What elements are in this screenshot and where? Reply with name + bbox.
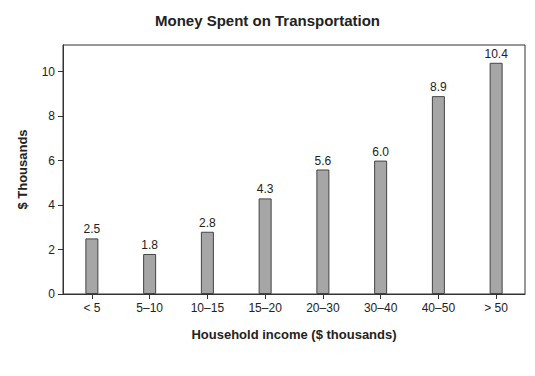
svg-text:5.6: 5.6	[315, 154, 332, 168]
svg-text:2: 2	[48, 243, 55, 257]
svg-text:8.9: 8.9	[430, 80, 447, 94]
svg-text:10.4: 10.4	[484, 47, 508, 61]
svg-text:6: 6	[48, 154, 55, 168]
svg-text:4: 4	[48, 198, 55, 212]
svg-text:5–10: 5–10	[136, 301, 163, 315]
svg-text:15–20: 15–20	[248, 301, 282, 315]
svg-text:0: 0	[48, 287, 55, 301]
svg-text:2.8: 2.8	[199, 216, 216, 230]
svg-text:6.0: 6.0	[372, 145, 389, 159]
svg-text:40–50: 40–50	[422, 301, 456, 315]
svg-text:Money Spent on Transportation: Money Spent on Transportation	[155, 12, 380, 29]
svg-text:1.8: 1.8	[141, 238, 158, 252]
svg-text:20–30: 20–30	[306, 301, 340, 315]
svg-text:8: 8	[48, 109, 55, 123]
svg-text:2.5: 2.5	[84, 222, 101, 236]
svg-text:4.3: 4.3	[257, 182, 274, 196]
svg-text:> 50: > 50	[484, 301, 508, 315]
svg-text:$ Thousands: $ Thousands	[15, 129, 30, 209]
svg-text:30–40: 30–40	[364, 301, 398, 315]
svg-text:10–15: 10–15	[191, 301, 225, 315]
svg-text:10: 10	[42, 65, 56, 79]
svg-text:< 5: < 5	[83, 301, 100, 315]
svg-text:Household income ($ thousands): Household income ($ thousands)	[191, 327, 396, 342]
